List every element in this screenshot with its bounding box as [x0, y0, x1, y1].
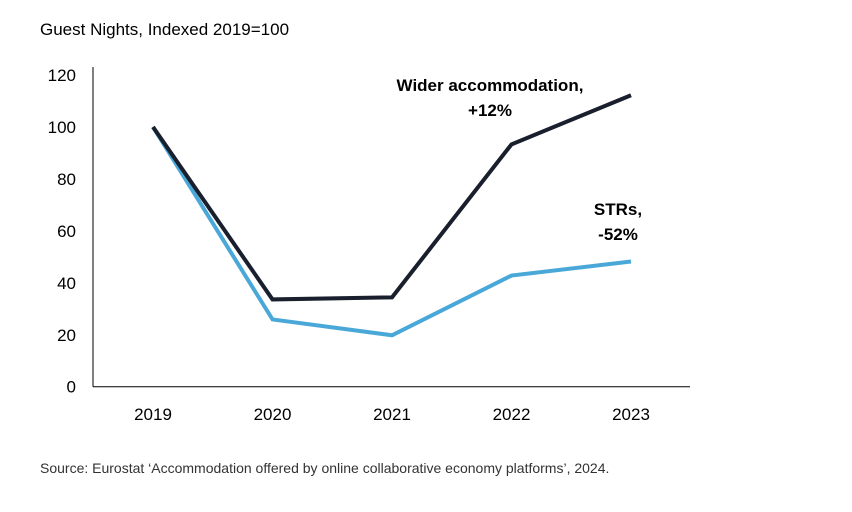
y-tick-label: 120: [48, 66, 76, 85]
y-tick-label: 60: [57, 222, 76, 241]
series-annotation: Wider accommodation,: [397, 76, 584, 95]
x-tick-label: 2020: [254, 405, 292, 424]
series-line: [151, 93, 632, 302]
chart-title: Guest Nights, Indexed 2019=100: [40, 20, 290, 39]
x-tick-label: 2023: [612, 405, 650, 424]
series-annotation: STRs,: [594, 200, 642, 219]
series-annotation: +12%: [468, 101, 512, 120]
x-tick-label: 2019: [134, 405, 172, 424]
y-tick-label: 80: [57, 170, 76, 189]
x-tick-label: 2022: [493, 405, 531, 424]
y-tick-label: 0: [67, 378, 76, 397]
y-tick-label: 40: [57, 274, 76, 293]
source-note: Source: Eurostat ‘Accommodation offered …: [40, 460, 610, 476]
series-annotation: -52%: [598, 225, 638, 244]
x-tick-label: 2021: [373, 405, 411, 424]
y-tick-label: 100: [48, 118, 76, 137]
series-line: [151, 125, 632, 338]
y-tick-label: 20: [57, 326, 76, 345]
